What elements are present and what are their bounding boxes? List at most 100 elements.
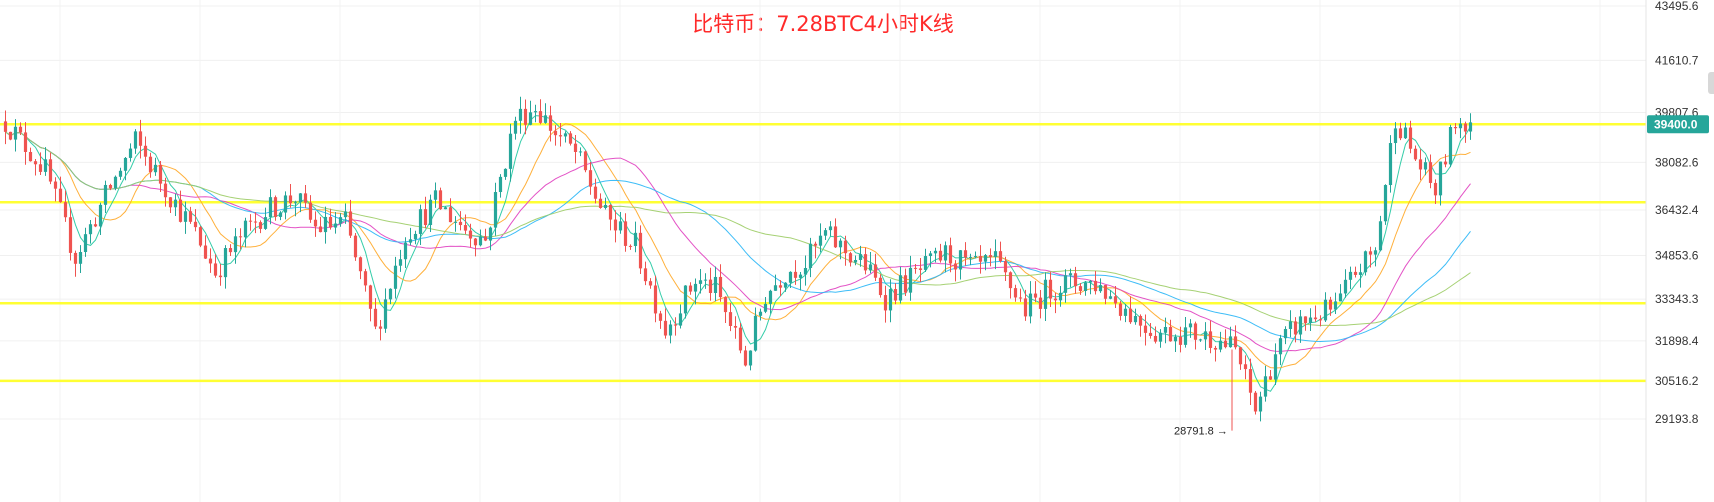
candle-body (1178, 336, 1183, 345)
current-price-label: 39400.0 (1654, 117, 1698, 131)
candle-body (1073, 273, 1078, 287)
candle-body (1163, 326, 1168, 333)
candle-body (1423, 162, 1428, 170)
candle-body (13, 126, 18, 140)
price-tick-label: 30516.2 (1655, 374, 1699, 388)
candle-body (1348, 271, 1353, 280)
candle-body (1458, 123, 1463, 129)
price-axis[interactable]: 43495.641610.739807.638082.636432.434853… (1645, 0, 1709, 502)
candle-body (1353, 271, 1358, 275)
candle-body (468, 230, 473, 239)
candle-body (1418, 159, 1423, 170)
candle-body (1183, 327, 1188, 345)
candle-body (493, 192, 498, 228)
candle-body (243, 220, 248, 238)
candle-body (1408, 127, 1413, 149)
candle-body (1143, 325, 1148, 333)
candle-body (653, 285, 658, 314)
candle-body (3, 121, 8, 132)
candle-body (793, 271, 798, 278)
candle-body (1298, 316, 1303, 335)
candle-body (338, 217, 343, 224)
candle-body (328, 216, 333, 228)
candle-body (488, 227, 493, 241)
candle-body (258, 222, 263, 229)
candle-body (1243, 364, 1248, 370)
candle-body (718, 276, 723, 298)
candle-body (913, 267, 918, 269)
candle-body (708, 279, 713, 293)
candle-body (213, 263, 218, 276)
candle-body (283, 195, 288, 213)
moving-average-line (5, 131, 1471, 352)
candle-body (563, 133, 568, 137)
candle-body (1133, 315, 1138, 323)
candle-body (733, 325, 738, 328)
candle-body (98, 204, 103, 227)
candle-body (228, 248, 233, 253)
candle-body (1343, 279, 1348, 294)
candle-body (333, 223, 338, 228)
candle-body (23, 132, 28, 152)
candle-body (1238, 347, 1243, 365)
candle-body (938, 250, 943, 261)
candle-body (618, 221, 623, 231)
candle-body (453, 221, 458, 223)
candle-body (1138, 315, 1143, 326)
candle-body (238, 236, 243, 238)
candle-body (18, 126, 23, 133)
candle-body (978, 256, 983, 262)
candle-body (518, 108, 523, 121)
candle-body (1363, 251, 1368, 273)
chart-title: 比特币：7.28BTC4小时K线 (692, 12, 954, 36)
candle-body (443, 207, 448, 210)
candle-body (313, 219, 318, 227)
candle-body (543, 115, 548, 123)
candle-body (1218, 340, 1223, 350)
candle-body (1463, 123, 1468, 132)
candle-body (1113, 296, 1118, 304)
candle-body (553, 130, 558, 136)
candle-body (343, 211, 348, 218)
candle-body (838, 240, 843, 248)
candle-body (413, 233, 418, 240)
candle-body (398, 259, 403, 266)
candle-body (1168, 326, 1173, 342)
candle-body (173, 199, 178, 208)
candle-body (293, 202, 298, 204)
candle-body (633, 232, 638, 247)
scale-drag-handle[interactable] (1708, 72, 1714, 94)
candle-body (658, 313, 663, 321)
candle-body (588, 170, 593, 187)
candle-body (1358, 272, 1363, 275)
candle-body (968, 256, 973, 258)
candle-body (773, 285, 778, 291)
candle-body (1013, 288, 1018, 298)
candle-body (903, 275, 908, 293)
candle-body (958, 250, 963, 270)
candle-body (663, 320, 668, 336)
candle-body (528, 112, 533, 125)
candle-body (868, 264, 873, 271)
candle-body (128, 148, 133, 158)
price-tick-label: 29193.8 (1655, 412, 1699, 426)
candle-body (188, 211, 193, 222)
candle-body (568, 133, 573, 144)
candle-body (693, 283, 698, 292)
candle-body (713, 276, 718, 293)
candle-body (608, 204, 613, 220)
candle-body (178, 199, 183, 222)
candle-body (688, 285, 693, 292)
candle-body (1303, 316, 1308, 324)
candle-body (483, 236, 488, 241)
candle-body (498, 176, 503, 193)
candle-body (1008, 272, 1013, 289)
candle-body (383, 299, 388, 329)
candle-body (218, 275, 223, 278)
candle-body (1373, 250, 1378, 255)
candle-body (1103, 285, 1108, 299)
candle-body (83, 234, 88, 253)
candle-body (373, 308, 378, 327)
moving-average-line (5, 131, 1471, 327)
